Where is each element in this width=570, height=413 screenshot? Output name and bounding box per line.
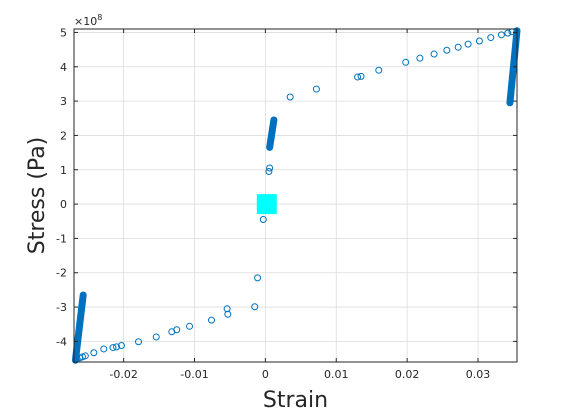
- data-point: [443, 46, 451, 54]
- y-tick-label: 1: [60, 164, 67, 177]
- data-point: [375, 66, 383, 74]
- y-axis-exponent: ×108: [74, 13, 102, 28]
- plot-frame: [73, 28, 518, 363]
- y-tick-label: 2: [60, 129, 67, 142]
- data-point: [186, 322, 194, 330]
- highlight-marker: [256, 194, 277, 215]
- data-point: [357, 72, 365, 80]
- x-axis-label: Strain: [263, 388, 328, 413]
- x-tick-label: 0.01: [324, 368, 349, 381]
- data-point: [416, 54, 424, 62]
- x-tick-label: -0.01: [180, 368, 208, 381]
- y-axis-label: Stress (Pa): [25, 137, 50, 255]
- axes: -0.02 -0.01 0 0.01 0.02 0.03 -4 -3 -2 -1 0 1 2 3 4 5: [56, 26, 518, 381]
- y-tick-label: -3: [56, 301, 67, 314]
- y-tick-label: -2: [56, 267, 67, 280]
- data-point: [109, 344, 117, 352]
- data-point: [113, 343, 121, 351]
- dense-marker-segment: [266, 116, 278, 151]
- x-tick-label: 0: [262, 368, 269, 381]
- x-tick-label: 0.03: [466, 368, 491, 381]
- data-point: [100, 345, 108, 353]
- data-point: [135, 338, 143, 346]
- data-marks: [71, 27, 521, 364]
- data-point: [475, 37, 483, 45]
- data-point: [402, 58, 410, 66]
- data-point: [208, 316, 216, 324]
- y-tick-label: -1: [56, 232, 67, 245]
- data-point: [251, 303, 259, 311]
- x-tick-label: -0.02: [109, 368, 137, 381]
- data-point: [117, 342, 125, 350]
- data-point: [254, 274, 262, 282]
- y-tick-label: 4: [60, 61, 67, 74]
- data-point: [504, 29, 512, 37]
- y-tick-label: -4: [56, 335, 67, 348]
- y-tick-label: 3: [60, 95, 67, 108]
- data-point: [152, 333, 160, 341]
- data-point: [487, 34, 495, 42]
- data-point: [266, 164, 274, 172]
- y-axis-exponent-power: 8: [97, 13, 102, 22]
- y-tick-label: 5: [60, 26, 67, 39]
- y-axis-exponent-base: ×10: [74, 15, 97, 28]
- data-point: [259, 216, 267, 224]
- dense-marker-segment: [71, 291, 87, 364]
- data-point: [265, 167, 273, 175]
- data-point: [464, 40, 472, 48]
- data-point: [312, 85, 320, 93]
- data-point: [430, 50, 438, 58]
- data-point: [90, 349, 98, 357]
- data-point: [454, 43, 462, 51]
- y-tick-label: 0: [60, 198, 67, 211]
- data-point: [497, 31, 505, 39]
- x-tick-label: 0.02: [395, 368, 420, 381]
- data-point: [223, 305, 231, 313]
- data-point: [286, 93, 294, 101]
- data-point: [354, 73, 362, 81]
- data-point: [81, 352, 89, 360]
- data-point: [173, 326, 181, 334]
- grid-lines: [74, 29, 517, 362]
